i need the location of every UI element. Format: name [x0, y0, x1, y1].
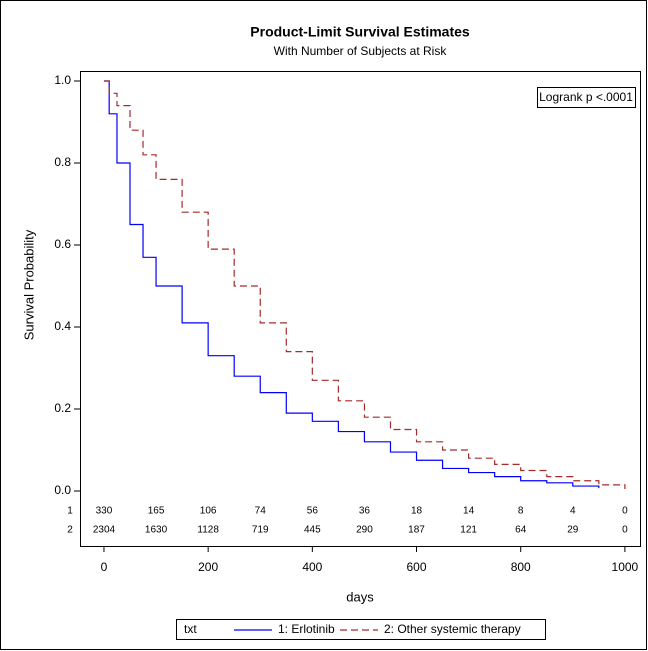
at-risk-count: 1630: [145, 525, 168, 536]
survival-curve: [103, 80, 626, 489]
at-risk-count: 14: [463, 506, 475, 517]
x-tick-label: 1000: [612, 560, 639, 574]
at-risk-count: 290: [356, 525, 373, 536]
at-risk-count: 64: [515, 525, 527, 536]
y-tick-label: 0.8: [54, 155, 71, 169]
at-risk-count: 330: [96, 506, 113, 517]
legend-label: 2: Other systemic therapy: [384, 622, 521, 636]
at-risk-count: 4: [570, 506, 576, 517]
at-risk-count: 2304: [93, 525, 116, 536]
at-risk-count: 29: [567, 525, 579, 536]
y-tick-label: 0.0: [54, 483, 71, 497]
at-risk-row-label: 2: [67, 525, 73, 536]
y-axis-label: Survival Probability: [21, 229, 36, 340]
x-axis-label: days: [346, 589, 374, 604]
y-tick-label: 1.0: [54, 73, 71, 87]
at-risk-count: 0: [622, 506, 628, 517]
at-risk-count: 74: [255, 506, 267, 517]
at-risk-count: 121: [460, 525, 477, 536]
x-tick-label: 600: [407, 560, 427, 574]
x-tick-label: 200: [198, 560, 218, 574]
x-tick-label: 800: [511, 560, 531, 574]
chart-title: Product-Limit Survival Estimates: [250, 24, 470, 40]
y-tick-label: 0.4: [54, 319, 71, 333]
at-risk-count: 8: [518, 506, 524, 517]
at-risk-count: 56: [307, 506, 319, 517]
at-risk-count: 165: [148, 506, 165, 517]
at-risk-count: 1128: [197, 525, 219, 536]
at-risk-count: 187: [408, 525, 425, 536]
legend-title: txt: [184, 622, 197, 636]
legend-box: [176, 619, 546, 640]
at-risk-count: 106: [200, 506, 217, 517]
annotation-box: [537, 87, 636, 108]
at-risk-count: 36: [359, 506, 371, 517]
at-risk-count: 18: [411, 506, 423, 517]
legend-label: 1: Erlotinib: [278, 622, 335, 636]
at-risk-count: 719: [252, 525, 269, 536]
at-risk-count: 0: [622, 525, 628, 536]
chart-subtitle: With Number of Subjects at Risk: [274, 44, 448, 58]
survival-curve: [103, 80, 600, 489]
annotation: Logrank p <.0001: [539, 90, 633, 104]
at-risk-count: 445: [304, 525, 321, 536]
at-risk-row-label: 1: [67, 506, 73, 517]
x-tick-label: 0: [101, 560, 108, 574]
y-tick-label: 0.2: [54, 401, 71, 415]
y-tick-label: 0.6: [54, 237, 71, 251]
x-tick-label: 400: [302, 560, 322, 574]
plot-frame: [80, 71, 641, 547]
